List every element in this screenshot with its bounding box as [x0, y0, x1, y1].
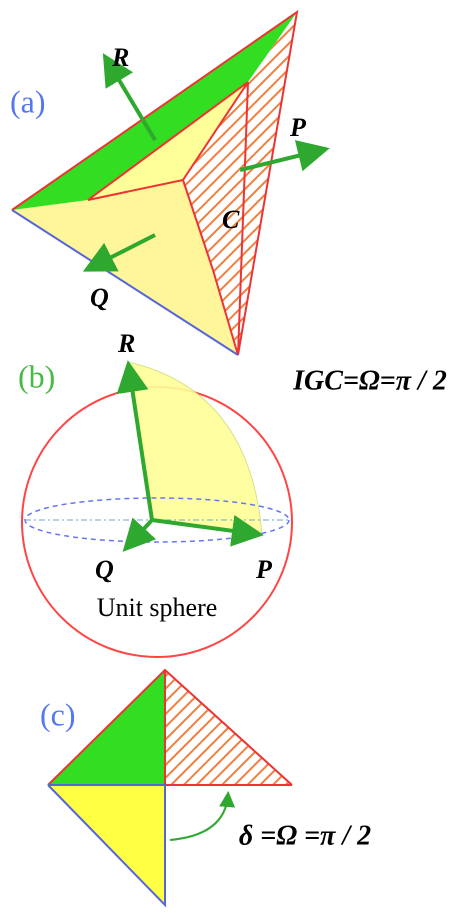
vector-label: Q: [95, 555, 114, 584]
vector-label: Q: [90, 283, 109, 312]
panel-label: (c): [40, 696, 76, 732]
vector-label: P: [289, 113, 307, 142]
angle-arrow: [170, 795, 228, 840]
equation: IGC=Ω=π / 2: [292, 365, 447, 396]
vector-label: P: [255, 555, 273, 584]
panel-label: (b): [18, 358, 55, 394]
region-label: C: [222, 205, 240, 234]
vector-label: R: [117, 329, 135, 358]
vector-label: R: [111, 43, 129, 72]
panel-c: (c) δ =Ω =π / 2: [40, 670, 371, 905]
caption: Unit sphere: [97, 593, 218, 622]
diagram: (a) R P Q C (b) R Q P IGC=Ω=π / 2 Unit s…: [0, 0, 458, 916]
panel-a: (a) R P Q C: [10, 12, 322, 355]
panel-label: (a): [10, 83, 46, 119]
panel-b: (b) R Q P IGC=Ω=π / 2 Unit sphere: [18, 329, 447, 657]
equation: δ =Ω =π / 2: [239, 820, 371, 851]
